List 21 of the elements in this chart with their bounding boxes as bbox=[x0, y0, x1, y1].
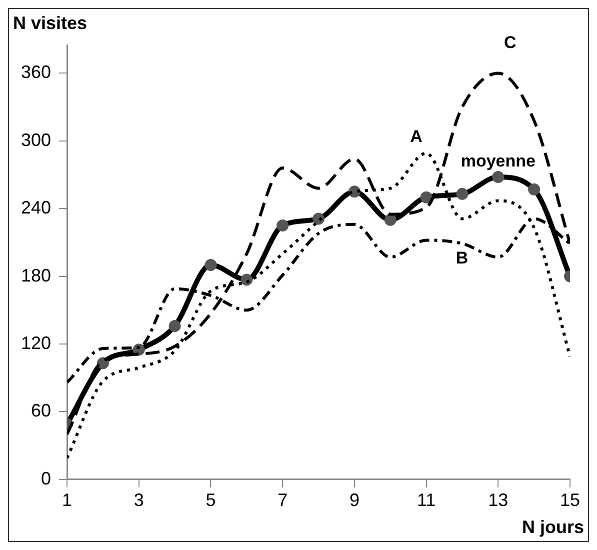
series-label: moyenne bbox=[460, 152, 536, 171]
x-tick-label: 15 bbox=[560, 490, 580, 510]
y-axis-title: N visites bbox=[13, 12, 88, 33]
y-tick-label: 180 bbox=[20, 265, 52, 286]
x-tick-label: 5 bbox=[206, 490, 216, 510]
y-tick-label: 360 bbox=[20, 62, 52, 82]
series-label: B bbox=[456, 248, 468, 268]
y-tick-label: 300 bbox=[20, 130, 52, 150]
x-tick-label: 3 bbox=[134, 490, 144, 510]
y-tick-label: 0 bbox=[41, 468, 52, 488]
y-tick-label: 60 bbox=[31, 400, 52, 421]
y-tick-label: 240 bbox=[20, 198, 52, 218]
x-tick-label: 11 bbox=[416, 490, 436, 510]
x-tick-label: 13 bbox=[488, 490, 508, 510]
x-axis-title: N jours bbox=[522, 516, 584, 537]
series-label: A bbox=[410, 127, 422, 146]
series-label: C bbox=[504, 32, 516, 52]
x-tick-label: 7 bbox=[278, 490, 288, 510]
x-tick-label: 9 bbox=[349, 490, 360, 510]
x-tick-label: 1 bbox=[62, 490, 72, 510]
y-tick-label: 120 bbox=[20, 332, 52, 353]
